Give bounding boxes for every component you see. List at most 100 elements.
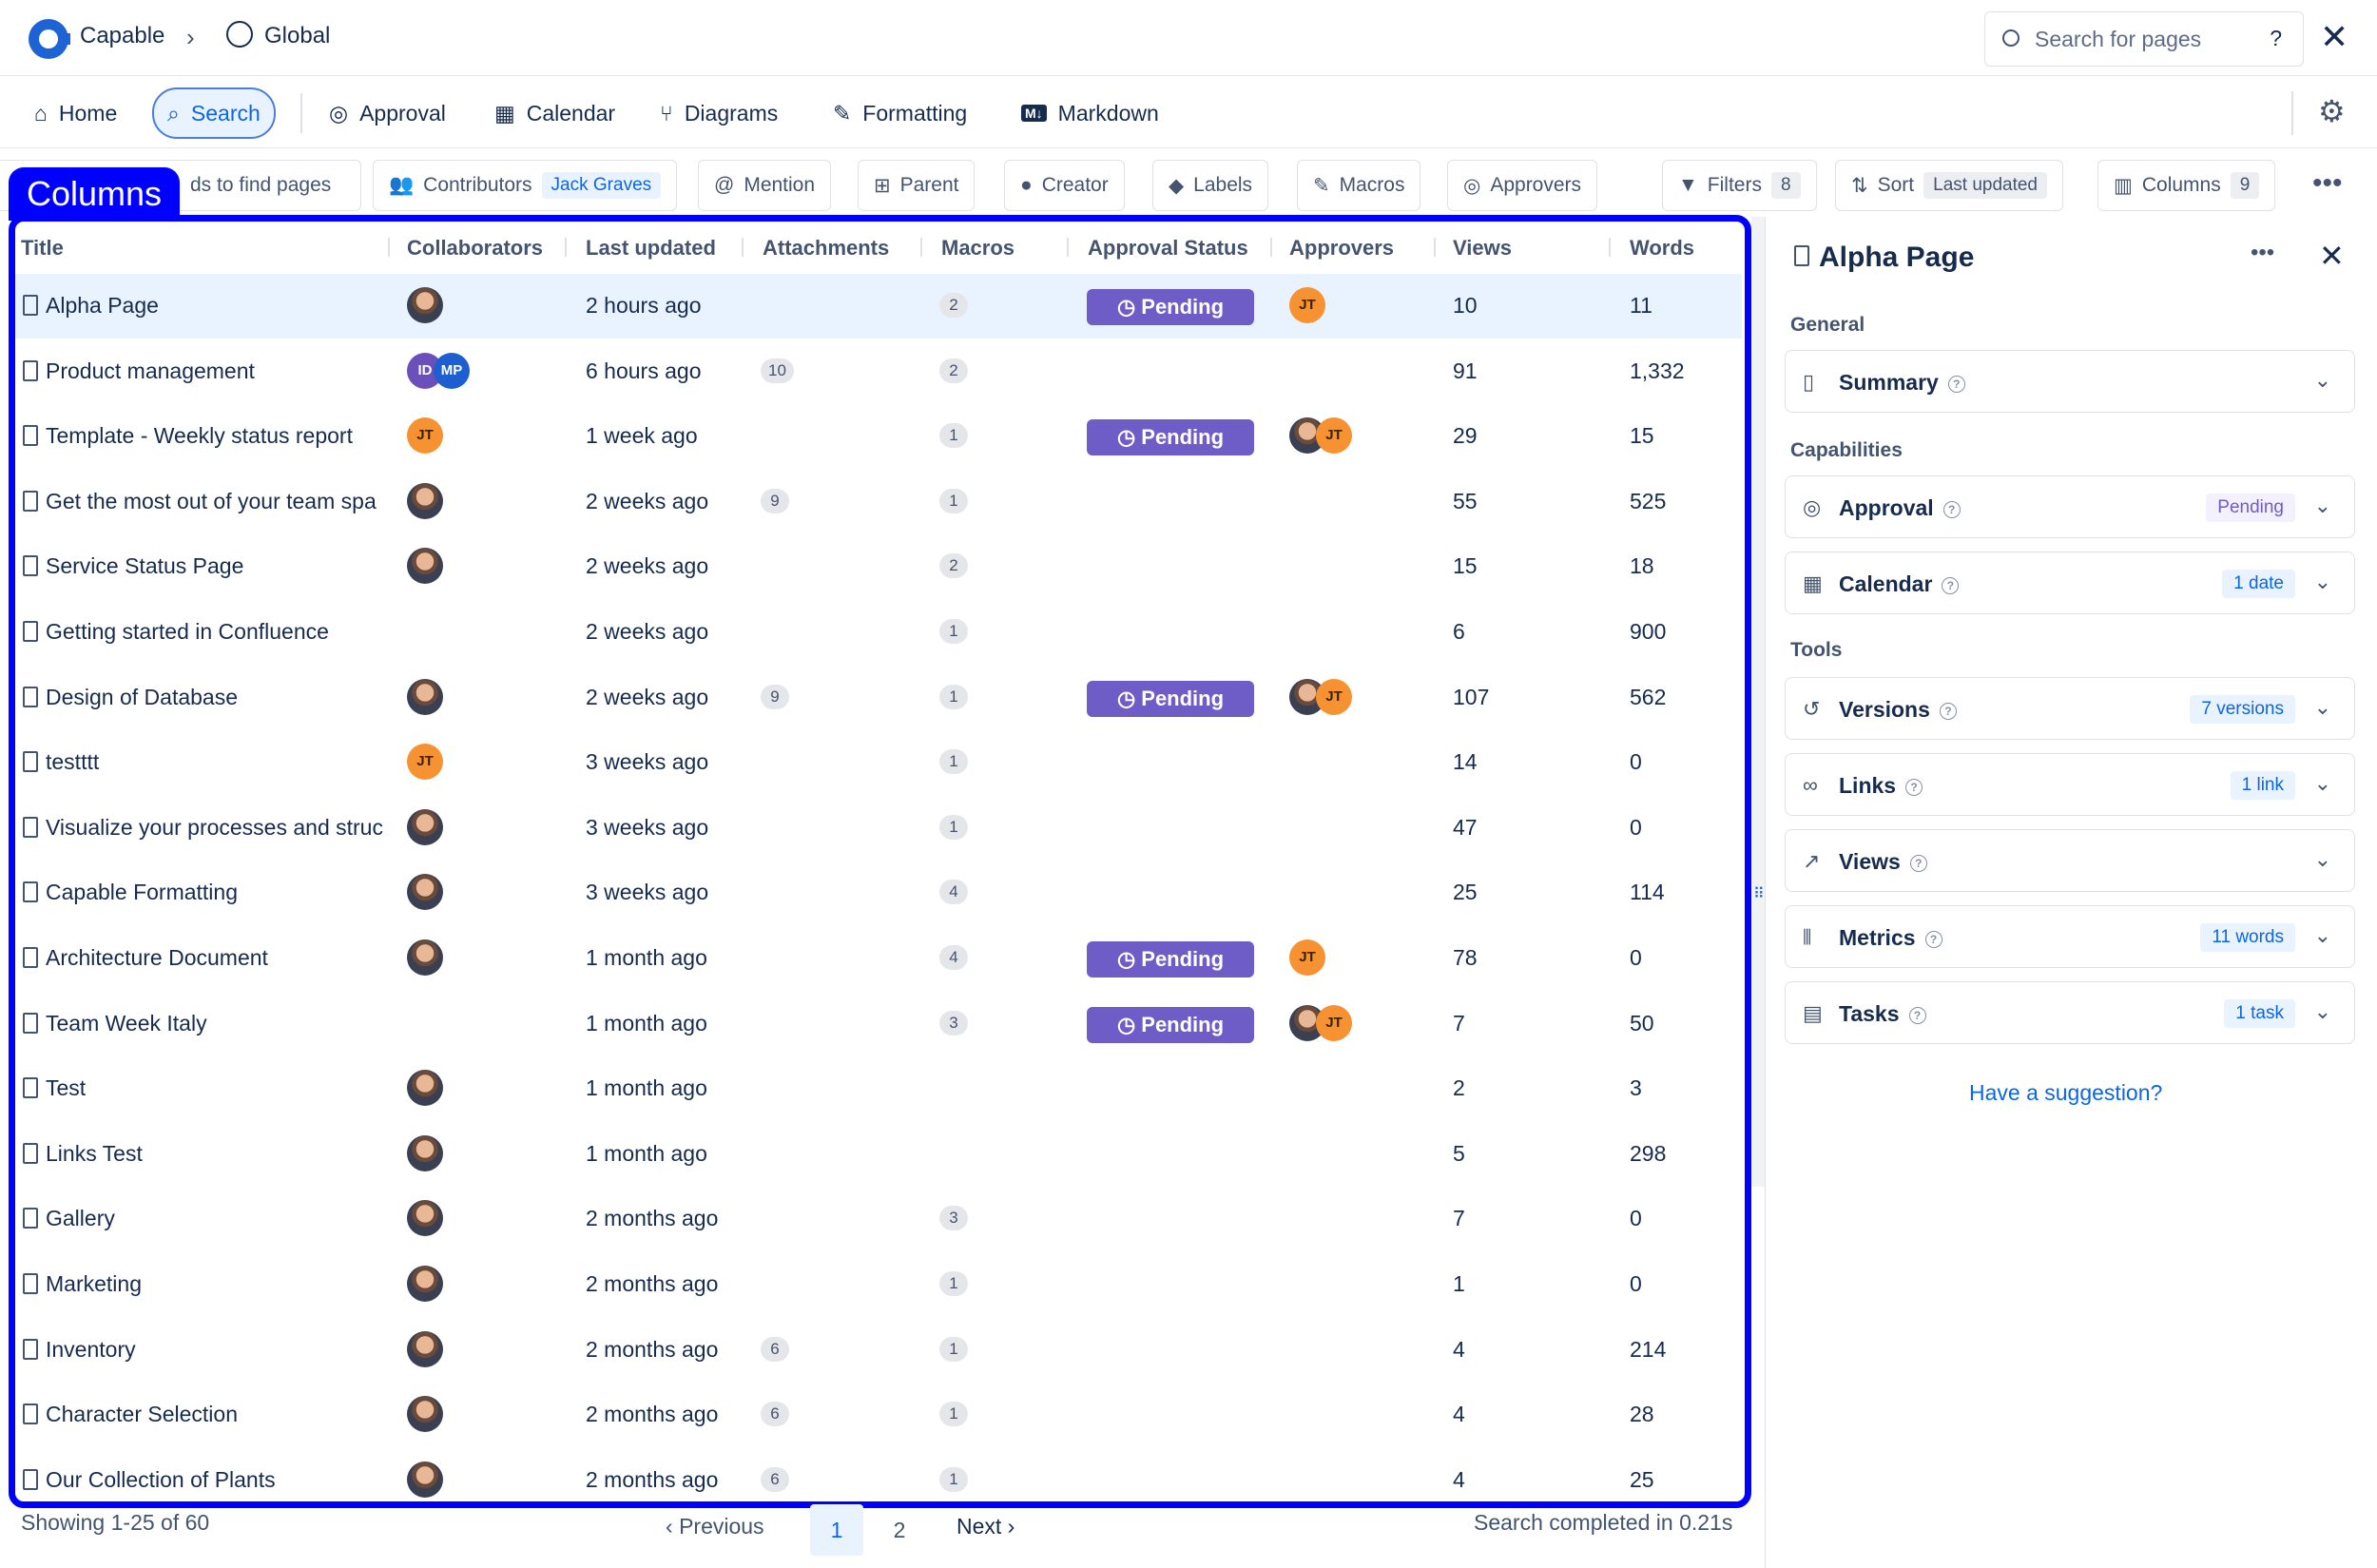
nav-formatting[interactable]: ✎ Formatting (820, 87, 980, 139)
card-calendar[interactable]: ▦ Calendar? 1 date ⌄ (1785, 552, 2355, 614)
avatar[interactable] (407, 287, 443, 323)
chevron-down-icon[interactable]: ⌄ (2313, 923, 2331, 947)
table-row[interactable]: Getting started in Confluence 2 weeks ago… (15, 600, 1742, 665)
column-header-last-updated[interactable]: Last updated (586, 236, 716, 260)
labels-filter[interactable]: ◆ Labels (1152, 160, 1269, 211)
status-badge[interactable]: ◷ Pending (1087, 419, 1254, 456)
chevron-down-icon[interactable]: ⌄ (2313, 494, 2331, 517)
row-title[interactable]: Character Selection (23, 1402, 399, 1427)
help-icon[interactable]: ? (1908, 1007, 1926, 1024)
parent-filter[interactable]: ⊞ Parent (858, 160, 976, 211)
help-icon[interactable]: ? (1939, 703, 1957, 720)
avatar[interactable]: JT (407, 744, 443, 781)
chevron-down-icon[interactable]: ⌄ (2313, 368, 2331, 392)
help-icon[interactable]: ? (1909, 855, 1927, 872)
page-1-button[interactable]: 1 (810, 1504, 863, 1556)
card-views[interactable]: ↗ Views? ⌄ (1785, 829, 2355, 892)
row-title[interactable]: Our Collection of Plants (23, 1467, 399, 1493)
column-header-macros[interactable]: Macros (941, 236, 1015, 260)
macros-filter[interactable]: ✎ Macros (1297, 160, 1421, 211)
table-row[interactable]: Alpha Page 2 hours ago 2 ◷ Pending JT 10 11 (15, 274, 1742, 339)
chevron-down-icon[interactable]: ⌄ (2313, 999, 2331, 1023)
chevron-down-icon[interactable]: ⌄ (2313, 847, 2331, 871)
table-row[interactable]: Service Status Page 2 weeks ago 2 15 18 (15, 534, 1742, 599)
approver-avatar[interactable]: JT (1316, 1004, 1352, 1041)
avatar[interactable] (407, 1266, 443, 1302)
avatar[interactable] (407, 808, 443, 845)
drag-handle-icon[interactable]: ⠿ (1753, 886, 1765, 902)
help-icon[interactable]: ? (1924, 931, 1942, 948)
avatar[interactable] (407, 1200, 443, 1237)
nav-calendar[interactable]: ▦ Calendar (481, 87, 628, 139)
table-row[interactable]: Visualize your processes and struc 3 week… (15, 796, 1742, 861)
table-row[interactable]: Test 1 month ago 2 3 (15, 1056, 1742, 1121)
creator-filter[interactable]: ● Creator (1004, 160, 1125, 211)
row-title[interactable]: Inventory (23, 1337, 399, 1363)
help-icon[interactable]: ? (1905, 779, 1923, 796)
close-panel-icon[interactable]: ✕ (2319, 239, 2345, 273)
row-title[interactable]: Service Status Page (23, 553, 399, 579)
row-title[interactable]: Test (23, 1075, 399, 1101)
chevron-down-icon[interactable]: ⌄ (2313, 771, 2331, 795)
column-separator[interactable] (388, 238, 390, 257)
avatar[interactable] (407, 874, 443, 911)
column-header-approvers[interactable]: Approvers (1289, 236, 1395, 260)
table-row[interactable]: Get the most out of your team spa 2 weeks… (15, 470, 1742, 534)
sort-button[interactable]: ⇅ Sort Last updated (1835, 160, 2063, 211)
more-icon[interactable]: ••• (2312, 167, 2343, 199)
row-title[interactable]: Visualize your processes and struc (23, 815, 399, 841)
more-icon[interactable]: ••• (2251, 240, 2275, 265)
nav-search[interactable]: ⌕ Search (152, 87, 276, 139)
avatar[interactable] (407, 482, 443, 519)
approver-avatar[interactable]: JT (1289, 287, 1325, 323)
previous-button[interactable]: ‹ Previous (666, 1514, 764, 1539)
column-separator[interactable] (1434, 238, 1436, 257)
row-title[interactable]: Architecture Document (23, 945, 399, 971)
column-header-views[interactable]: Views (1453, 236, 1512, 260)
avatar[interactable] (407, 1134, 443, 1171)
table-row[interactable]: Product management ID MP 6 hours ago 10 2 91 1,… (15, 339, 1742, 404)
panel-resize-handle[interactable] (1751, 217, 1765, 1187)
help-icon[interactable]: ? (1942, 577, 1960, 594)
column-separator[interactable] (1067, 238, 1069, 257)
column-header-attachments[interactable]: Attachments (763, 236, 890, 260)
chevron-down-icon[interactable]: ⌄ (2313, 695, 2331, 719)
column-separator[interactable] (565, 238, 567, 257)
column-separator[interactable] (1270, 238, 1272, 257)
row-title[interactable]: Links Test (23, 1141, 399, 1167)
table-row[interactable]: Architecture Document 1 month ago 4 ◷ Pendi… (15, 926, 1742, 991)
row-title[interactable]: Gallery (23, 1206, 399, 1231)
contributors-filter[interactable]: 👥 Contributors Jack Graves (373, 160, 678, 211)
column-separator[interactable] (1609, 238, 1611, 257)
approver-avatar[interactable]: JT (1289, 939, 1325, 976)
suggestion-link[interactable]: Have a suggestion? (1969, 1080, 2163, 1105)
status-badge[interactable]: ◷ Pending (1087, 289, 1254, 325)
help-button[interactable]: ? (2270, 26, 2282, 50)
table-row[interactable]: Template - Weekly status report JT 1 week … (15, 404, 1742, 469)
card-metrics[interactable]: ⫴ Metrics? 11 words ⌄ (1785, 905, 2355, 968)
row-title[interactable]: Get the most out of your team spa (23, 489, 399, 514)
avatar[interactable]: JT (407, 417, 443, 455)
row-title[interactable]: Product management (23, 358, 399, 384)
page-search-input[interactable]: Search for pages ? (1984, 11, 2304, 67)
page-2-button[interactable]: 2 (893, 1518, 906, 1542)
table-row[interactable]: Inventory 2 months ago 6 1 4 214 (15, 1318, 1742, 1383)
column-separator[interactable] (742, 238, 744, 257)
row-title[interactable]: Team Week Italy (23, 1011, 399, 1036)
status-badge[interactable]: ◷ Pending (1087, 941, 1254, 978)
avatar[interactable] (407, 939, 443, 976)
chevron-down-icon[interactable]: ⌄ (2313, 570, 2331, 593)
card-tasks[interactable]: ▤ Tasks? 1 task ⌄ (1785, 981, 2355, 1044)
table-row[interactable]: Marketing 2 months ago 1 1 0 (15, 1252, 1742, 1317)
close-icon[interactable]: ✕ (2320, 17, 2349, 56)
table-row[interactable]: Design of Database 2 weeks ago 9 1 ◷ Pending… (15, 666, 1742, 730)
row-title[interactable]: Template - Weekly status report (23, 423, 399, 449)
column-header-words[interactable]: Words (1630, 236, 1695, 260)
avatar[interactable] (407, 548, 443, 585)
avatar[interactable] (407, 1070, 443, 1107)
mention-filter[interactable]: @ Mention (698, 160, 832, 211)
approver-avatar[interactable]: JT (1316, 417, 1352, 455)
gear-icon[interactable]: ⚙ (2318, 94, 2346, 128)
column-header-approval-status[interactable]: Approval Status (1088, 236, 1248, 260)
avatar[interactable] (407, 1330, 443, 1367)
